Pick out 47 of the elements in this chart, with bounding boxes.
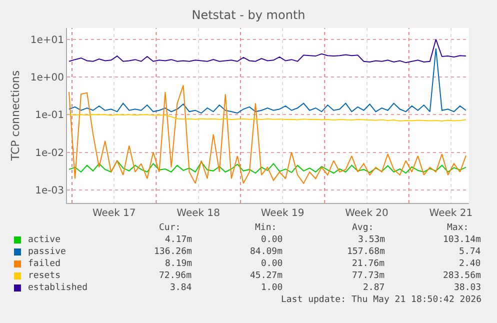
text: Max: bbox=[447, 223, 469, 233]
text: 1.00 bbox=[261, 283, 283, 293]
text: 4.17m bbox=[165, 235, 192, 245]
text: 103.14m bbox=[443, 235, 481, 245]
text: 45.27m bbox=[250, 271, 283, 281]
y-tick-label: 1e-01 bbox=[35, 110, 64, 122]
line-series bbox=[68, 48, 466, 114]
legend-label: failed bbox=[28, 259, 61, 269]
text: 77.73m bbox=[352, 271, 385, 281]
text: 136.26m bbox=[154, 247, 192, 257]
legend-label: established bbox=[28, 283, 88, 293]
text: Min: bbox=[255, 223, 277, 233]
text: 5.74 bbox=[459, 247, 481, 257]
text: Avg: bbox=[352, 223, 374, 233]
text: Last update: Thu May 21 18:50:42 2026 bbox=[281, 295, 482, 305]
x-tick-label: Week 21 bbox=[429, 208, 473, 219]
text: 0.00 bbox=[261, 235, 283, 245]
text: 2.87 bbox=[363, 283, 385, 293]
text: 8.19m bbox=[165, 259, 192, 269]
line-series bbox=[68, 160, 466, 174]
text: Cur: bbox=[159, 223, 181, 233]
legend-label: resets bbox=[28, 271, 61, 281]
y-axis-title: TCP connections bbox=[9, 70, 22, 162]
text: 3.84 bbox=[170, 283, 192, 293]
x-tick-label: Week 19 bbox=[260, 208, 304, 219]
text: 3.53m bbox=[358, 235, 386, 245]
y-tick-label: 1e-03 bbox=[35, 185, 64, 196]
text: 38.03 bbox=[454, 283, 482, 293]
y-tick-label: 1e+00 bbox=[30, 72, 64, 84]
line-series bbox=[68, 114, 466, 122]
text: 84.09m bbox=[250, 247, 283, 257]
text: 21.76m bbox=[352, 259, 385, 269]
legend-label: passive bbox=[28, 247, 66, 257]
y-tick-label: 1e-02 bbox=[35, 148, 64, 159]
chart-title: Netstat - by month bbox=[192, 8, 306, 22]
text: 0.00 bbox=[261, 259, 283, 269]
text: 2.40 bbox=[459, 259, 481, 269]
line-series bbox=[68, 84, 466, 184]
x-tick-label: Week 18 bbox=[176, 208, 220, 219]
x-tick-label: Week 17 bbox=[92, 208, 136, 219]
x-tick-label: Week 20 bbox=[345, 208, 388, 219]
text: 157.68m bbox=[347, 247, 385, 257]
legend-label: active bbox=[28, 235, 61, 245]
line-series bbox=[68, 38, 466, 64]
y-tick-label: 1e+01 bbox=[30, 34, 64, 46]
text: 283.56m bbox=[443, 271, 481, 281]
text: 72.96m bbox=[159, 271, 192, 281]
